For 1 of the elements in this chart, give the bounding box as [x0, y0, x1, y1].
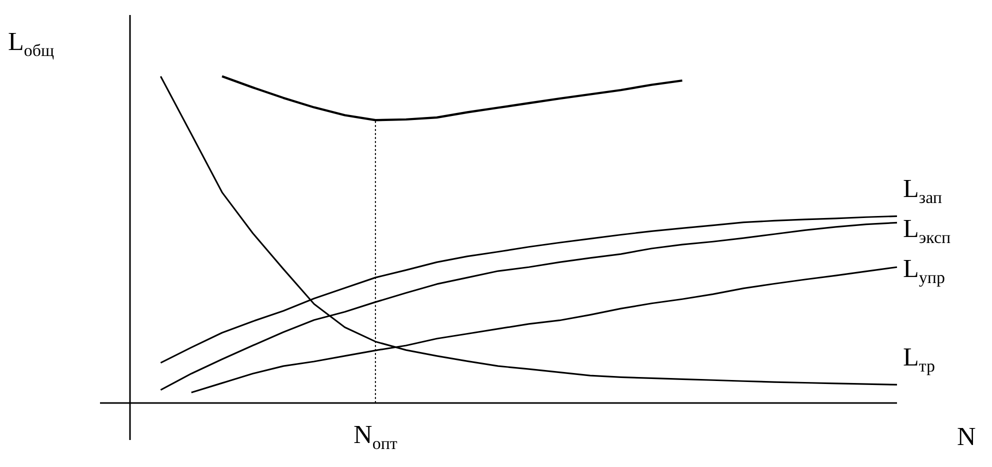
x-axis-title: N	[957, 422, 976, 451]
